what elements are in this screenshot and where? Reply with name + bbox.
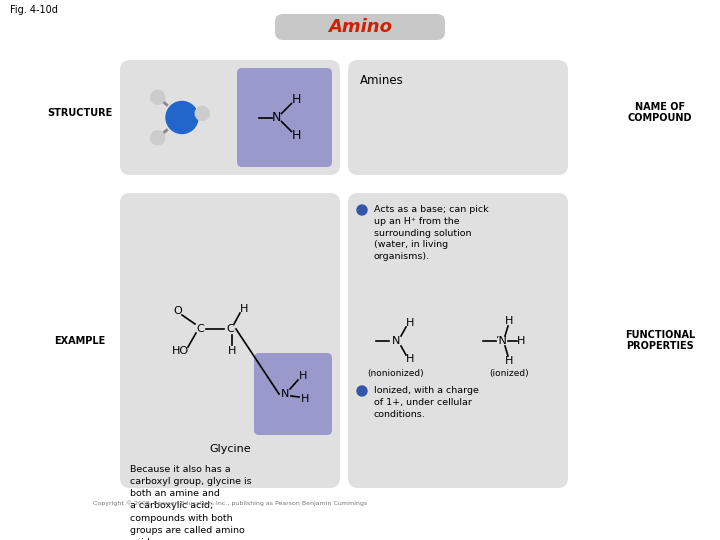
Circle shape [357,205,367,215]
Text: FUNCTIONAL
PROPERTIES: FUNCTIONAL PROPERTIES [625,330,695,352]
Text: H: H [406,318,414,328]
FancyBboxPatch shape [275,14,445,40]
Circle shape [150,90,165,104]
Text: O: O [174,306,182,316]
FancyBboxPatch shape [348,60,568,175]
Text: H: H [292,93,301,106]
Text: Copyright © 2008, Pearson Education, Inc., publishing as Pearson Benjamin Cummin: Copyright © 2008, Pearson Education, Inc… [93,500,367,505]
Text: Ionized, with a charge
of 1+, under cellular
conditions.: Ionized, with a charge of 1+, under cell… [374,386,479,418]
Text: H: H [240,304,248,314]
Circle shape [195,106,210,120]
Text: C: C [196,324,204,334]
Text: EXAMPLE: EXAMPLE [55,335,106,346]
Text: H: H [299,371,307,381]
Text: (ionized): (ionized) [489,369,528,378]
Text: STRUCTURE: STRUCTURE [48,107,112,118]
Text: N: N [272,111,282,124]
Text: Fig. 4-10d: Fig. 4-10d [10,5,58,15]
Text: HO: HO [171,346,189,356]
Circle shape [166,102,198,133]
Text: H: H [505,316,513,326]
Text: H: H [505,356,513,366]
Text: Amines: Amines [360,74,404,87]
Text: C: C [226,324,234,334]
FancyBboxPatch shape [254,353,332,435]
FancyBboxPatch shape [120,193,340,488]
Text: Glycine: Glycine [210,444,251,454]
Text: H: H [301,394,309,404]
Text: H: H [228,346,236,356]
Text: Acts as a base; can pick
up an H⁺ from the
surrounding solution
(water, in livin: Acts as a base; can pick up an H⁺ from t… [374,205,489,261]
Text: (nonionized): (nonionized) [368,369,424,378]
Text: N: N [281,389,289,399]
Text: Because it also has a
carboxyl group, glycine is
both an amine and
a carboxylic : Because it also has a carboxyl group, gl… [130,465,251,540]
Text: H: H [517,336,525,346]
FancyBboxPatch shape [237,68,332,167]
FancyBboxPatch shape [348,193,568,488]
Circle shape [357,386,367,396]
Text: N: N [392,336,400,346]
Text: Amino: Amino [328,18,392,36]
Text: ’N: ’N [495,336,507,346]
Text: NAME OF
COMPOUND: NAME OF COMPOUND [628,102,692,123]
Circle shape [150,131,165,145]
Text: H: H [406,354,414,364]
Text: H: H [292,129,301,142]
FancyBboxPatch shape [120,60,340,175]
